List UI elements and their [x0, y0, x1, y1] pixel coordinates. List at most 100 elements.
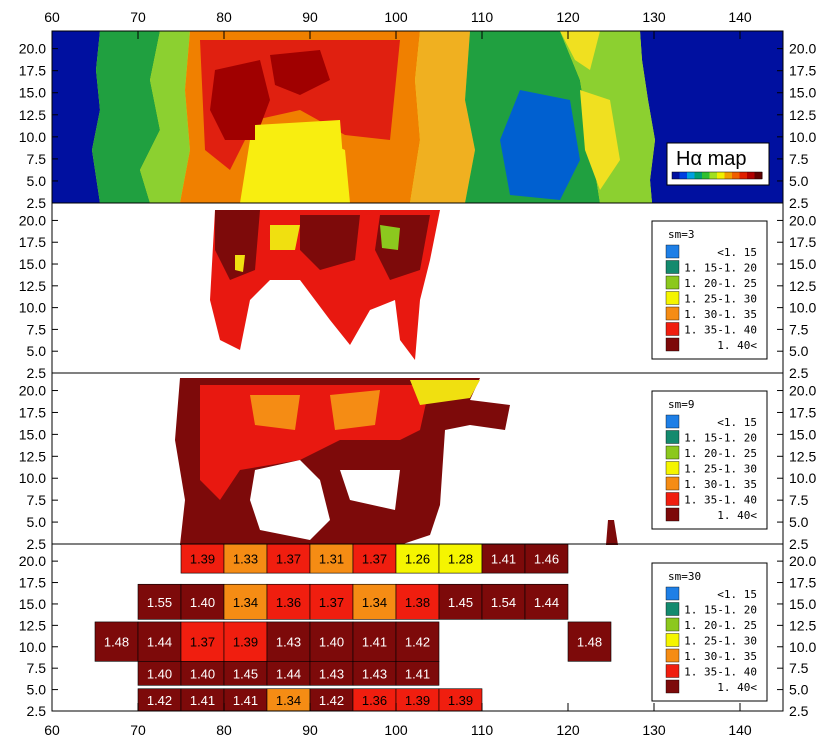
x-tick-label-top: 100	[384, 9, 408, 25]
y-tick-label-left: 5.0	[27, 343, 47, 359]
cell-value: 1.42	[405, 635, 430, 650]
legend-label: 1. 30-1. 35	[684, 478, 757, 491]
legend-swatch	[665, 244, 680, 259]
cell-value: 1.43	[276, 635, 301, 650]
legend-label: 1. 40<	[717, 681, 757, 694]
legends: sm=3 <1. 15 1. 15-1. 20 1. 20-1. 25 1. 25-1.…	[651, 220, 768, 702]
sm9-panel	[175, 378, 618, 545]
legend-swatch	[665, 679, 680, 694]
y-tick-label-left: 15.0	[19, 426, 46, 442]
axes: 60 70 80 90 100 110 120 130 140 60 70 80 90 100 110 120…	[19, 9, 817, 738]
y-tick-label-left: 10.0	[19, 470, 46, 486]
y-tick-label-left: 12.5	[19, 448, 46, 464]
cell-value: 1.43	[362, 666, 387, 681]
y-tick-label-left: 5.0	[27, 682, 47, 698]
cell	[223, 621, 268, 662]
legend-title: sm=9	[668, 398, 695, 411]
x-tick-label-top: 140	[728, 9, 752, 25]
legend-label: <1. 15	[717, 246, 757, 259]
cell-value: 1.37	[190, 635, 215, 650]
cell-value: 1.41	[190, 693, 215, 708]
y-tick-label-left: 15.0	[19, 256, 46, 272]
legend-label: <1. 15	[717, 416, 757, 429]
cell	[567, 621, 612, 662]
cell	[309, 583, 354, 620]
cell-value: 1.28	[448, 552, 473, 567]
y-tick-label-left: 5.0	[27, 514, 47, 530]
legend-label: 1. 35-1. 40	[684, 666, 757, 679]
cell-value: 1.42	[319, 693, 344, 708]
legend-label: 1. 25-1. 30	[684, 293, 757, 306]
y-tick-label-left: 5.0	[27, 173, 47, 189]
y-tick-label-left: 20.0	[19, 383, 46, 399]
x-tick-label-bottom: 70	[130, 722, 146, 738]
cell	[180, 621, 225, 662]
y-tick-label-right: 10.0	[789, 300, 816, 316]
cell-value: 1.37	[319, 595, 344, 610]
cell-value: 1.34	[362, 595, 387, 610]
x-tick-label-top: 120	[556, 9, 580, 25]
cell-value: 1.46	[534, 552, 559, 567]
y-tick-label-left: 12.5	[19, 617, 46, 633]
legend-label: 1. 40<	[717, 339, 757, 352]
cell-value: 1.55	[147, 595, 172, 610]
legend: sm=9 <1. 15 1. 15-1. 20 1. 20-1. 25 1. 25-1.…	[651, 390, 768, 530]
sm3-panel	[210, 210, 440, 360]
legend-label: 1. 40<	[717, 509, 757, 522]
y-tick-label-left: 20.0	[19, 41, 46, 57]
legend-swatch	[665, 260, 680, 274]
legend-label: <1. 15	[717, 588, 757, 601]
cell-value: 1.39	[448, 693, 473, 708]
y-tick-label-right: 7.5	[789, 492, 809, 508]
legend-frame	[651, 220, 768, 360]
colorbar-swatch	[724, 172, 733, 179]
y-tick-label-left: 7.5	[27, 321, 47, 337]
panel-frames	[51, 30, 784, 712]
x-tick-label-bottom: 90	[302, 722, 318, 738]
y-tick-label-right: 12.5	[789, 448, 816, 464]
cell-value: 1.41	[233, 693, 258, 708]
y-tick-label-right: 7.5	[789, 151, 809, 167]
cell	[524, 543, 569, 574]
legend-label: 1. 15-1. 20	[684, 604, 757, 617]
y-tick-label-right: 2.5	[789, 365, 809, 381]
cell-value: 1.43	[319, 666, 344, 681]
y-tick-label-left: 2.5	[27, 536, 47, 552]
y-tick-label-left: 7.5	[27, 660, 47, 676]
legend-label: 1. 30-1. 35	[684, 308, 757, 321]
legend: sm=3 <1. 15 1. 15-1. 20 1. 20-1. 25 1. 25-1.…	[651, 220, 768, 360]
cell-value: 1.45	[448, 595, 473, 610]
cell-value: 1.34	[233, 595, 258, 610]
legend-swatch	[665, 430, 680, 444]
cell	[352, 543, 397, 574]
y-tick-label-right: 20.0	[789, 41, 816, 57]
cell	[438, 543, 483, 574]
colorbar-frame	[671, 171, 763, 180]
cell-value: 1.34	[276, 693, 301, 708]
colorbar-swatch	[747, 172, 755, 179]
y-tick-label-right: 17.5	[789, 404, 816, 420]
cell-value: 1.39	[233, 635, 258, 650]
y-tick-label-left: 2.5	[27, 365, 47, 381]
y-tick-label-right: 10.0	[789, 129, 816, 145]
cell	[137, 583, 182, 620]
cell-value: 1.39	[405, 693, 430, 708]
legend-swatch	[665, 633, 680, 647]
cell	[309, 543, 354, 574]
legend-swatch	[665, 586, 680, 601]
colorbar-swatch	[687, 172, 695, 179]
cell	[481, 583, 526, 620]
legend-swatch	[665, 461, 680, 475]
y-tick-label-right: 12.5	[789, 107, 816, 123]
colorbar-swatch	[732, 172, 740, 179]
legend-swatch	[665, 617, 680, 632]
cell	[180, 583, 225, 620]
y-tick-label-left: 2.5	[27, 703, 47, 719]
y-tick-label-right: 12.5	[789, 278, 816, 294]
cell-value: 1.31	[319, 552, 344, 567]
y-tick-label-left: 7.5	[27, 151, 47, 167]
y-tick-label-right: 12.5	[789, 617, 816, 633]
cell-value: 1.44	[147, 635, 172, 650]
legend-frame	[651, 562, 768, 702]
